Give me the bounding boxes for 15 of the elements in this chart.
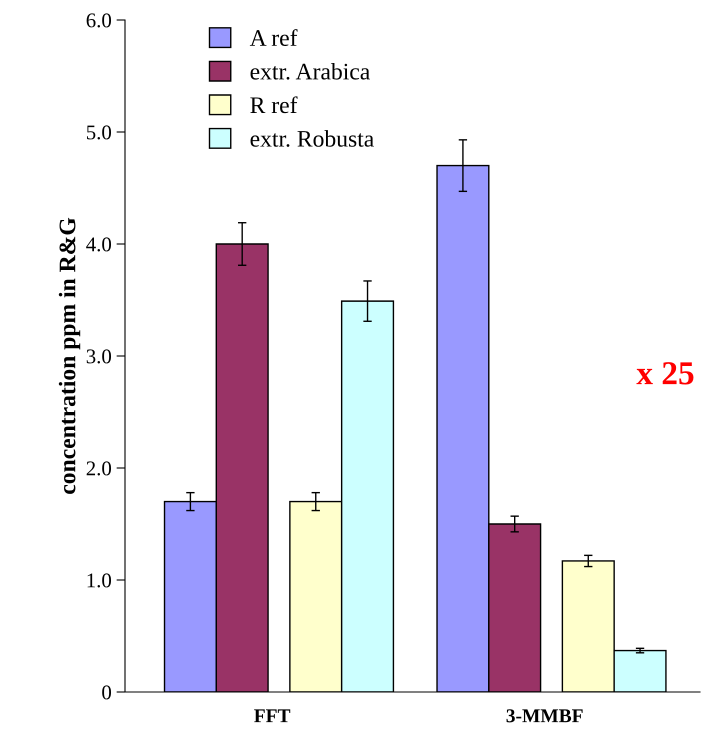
y-tick-label: 3.0: [86, 349, 112, 364]
x-tick-label: 3-MMBF: [506, 709, 583, 722]
y-tick-label: 1.0: [88, 573, 112, 588]
legend-label: R ref: [250, 96, 298, 114]
legend-label: A ref: [250, 29, 298, 46]
y-tick-label: 2.0: [86, 461, 112, 476]
y-tick-label: 0: [102, 685, 112, 700]
x-tick-label: FFT: [254, 709, 290, 722]
y-tick-label: 4.0: [86, 237, 112, 252]
annotation: x 25: [636, 362, 694, 385]
y-axis-title: concentration ppm in R&G: [58, 218, 80, 494]
y-tick-label: 5.0: [86, 125, 112, 140]
legend-label: extr. Robusta: [250, 130, 374, 147]
legend-label: extr. Arabica: [250, 62, 370, 80]
y-tick-label: 6.0: [86, 13, 112, 28]
